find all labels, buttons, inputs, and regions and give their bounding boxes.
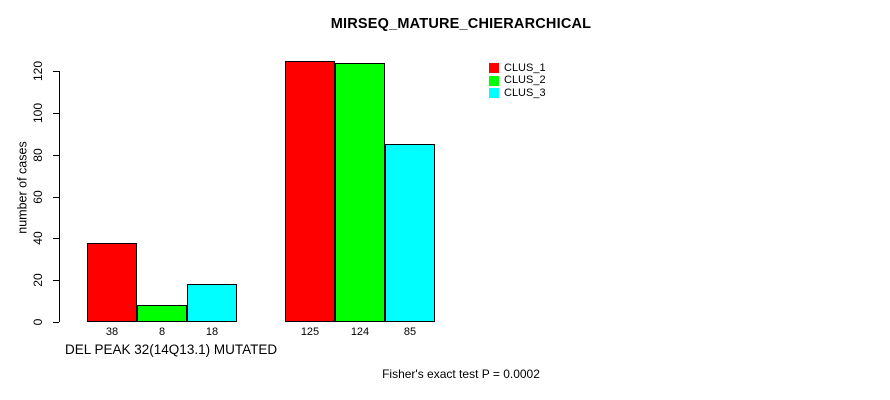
legend-swatch-icon <box>489 63 499 74</box>
bar-value-label: 8 <box>158 326 166 338</box>
y-tick-mark <box>53 196 59 198</box>
legend-swatch-icon <box>489 75 499 86</box>
y-axis-title: number of cases <box>15 141 30 234</box>
bar-value-label: 85 <box>403 326 417 338</box>
y-tick-mark <box>53 322 59 323</box>
bar-value-label: 18 <box>205 326 219 338</box>
y-tick-label: 20 <box>31 273 45 287</box>
legend-row-clus_1: CLUS_1 <box>489 62 546 75</box>
y-tick-mark <box>53 238 59 240</box>
y-tick-label: 0 <box>31 318 45 326</box>
bar-clus_2-group1 <box>137 305 187 322</box>
legend-row-clus_2: CLUS_2 <box>489 75 546 88</box>
bar-value-label: 38 <box>105 326 119 338</box>
legend-label: CLUS_3 <box>504 86 546 99</box>
y-tick-mark <box>53 280 59 282</box>
bar-value-label: 124 <box>350 326 370 338</box>
y-tick-mark <box>53 154 59 156</box>
y-tick-mark <box>53 71 59 72</box>
legend: CLUS_1 CLUS_2 CLUS_3 <box>489 62 546 100</box>
legend-label: CLUS_1 <box>504 61 546 74</box>
bar-clus_1-group1 <box>87 242 137 322</box>
bar-clus_2-group2 <box>335 62 385 322</box>
legend-row-clus_3: CLUS_3 <box>489 87 546 100</box>
y-tick-label: 100 <box>31 102 45 123</box>
legend-label: CLUS_2 <box>504 74 546 87</box>
chart-title: MIRSEQ_MATURE_CHIERARCHICAL <box>330 16 592 32</box>
bar-clus_3-group2 <box>385 144 435 322</box>
bar-clus_1-group2 <box>285 60 335 322</box>
x-axis-label: DEL PEAK 32(14Q13.1) MUTATED <box>65 342 278 357</box>
legend-swatch-icon <box>489 88 499 99</box>
y-tick-label: 60 <box>31 189 45 204</box>
footer-annotation: Fisher's exact test P = 0.0002 <box>382 367 540 381</box>
y-tick-label: 40 <box>31 231 45 246</box>
y-tick-mark <box>53 112 59 114</box>
y-axis-line <box>59 71 60 322</box>
y-tick-label: 80 <box>31 147 45 162</box>
y-tick-label: 120 <box>31 60 45 82</box>
bar-clus_3-group1 <box>187 284 237 322</box>
bar-value-label: 125 <box>300 326 320 338</box>
